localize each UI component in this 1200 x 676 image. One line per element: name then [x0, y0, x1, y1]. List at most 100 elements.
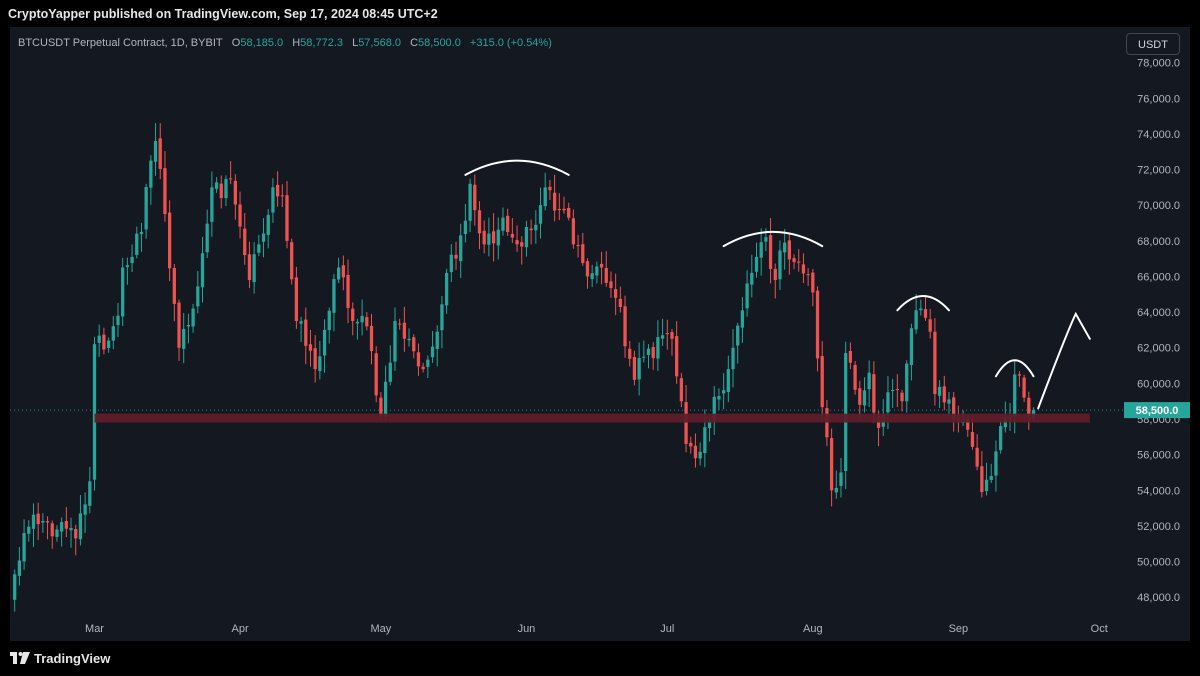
candle-body	[444, 272, 449, 306]
candle-body	[379, 397, 383, 416]
candle-body	[280, 195, 284, 197]
candle-body	[947, 399, 951, 404]
candle-body	[92, 344, 97, 480]
candle-body	[928, 319, 932, 332]
candle-body	[214, 182, 219, 189]
y-tick-label: 54,000.0	[1137, 485, 1180, 497]
candle-body	[233, 180, 237, 205]
candle-body	[243, 228, 247, 256]
candle-body	[182, 328, 186, 349]
candle-body	[867, 372, 871, 390]
candle-body	[891, 390, 895, 392]
candle-body	[454, 254, 458, 259]
candle-body	[196, 286, 200, 307]
candle-body	[416, 352, 421, 367]
candle-body	[797, 261, 801, 263]
y-tick-label: 76,000.0	[1137, 93, 1180, 105]
candle-body	[952, 397, 956, 420]
candle-body	[914, 310, 918, 330]
candle-body	[745, 283, 749, 309]
candle-body	[707, 422, 712, 429]
candle-body	[642, 356, 646, 358]
candle-body	[121, 267, 125, 317]
candle-body	[717, 396, 721, 400]
tradingview-brand: TradingView	[34, 651, 111, 666]
candle-body	[97, 335, 101, 343]
y-tick-label: 78,000.0	[1137, 58, 1180, 70]
candle-body	[487, 233, 491, 245]
candle-body	[1017, 374, 1022, 376]
projection-arrow	[1037, 311, 1091, 410]
candle-body	[402, 322, 407, 339]
candle-body	[567, 207, 571, 218]
candle-body	[17, 560, 22, 576]
candle-body	[205, 223, 209, 253]
chart-panel	[10, 27, 1190, 641]
candle-body	[496, 229, 500, 246]
candle-body	[88, 481, 92, 506]
candle-body	[768, 235, 773, 269]
y-tick-label: 50,000.0	[1137, 557, 1180, 569]
candle-body	[839, 472, 843, 486]
candle-body	[1013, 374, 1017, 417]
candle-body	[524, 227, 529, 248]
candle-body	[905, 363, 909, 402]
candle-body	[261, 233, 266, 242]
candle-body	[801, 264, 806, 274]
candle-body	[308, 344, 313, 351]
candle-body	[229, 178, 233, 180]
candle-body	[313, 348, 317, 370]
candle-body	[440, 304, 444, 331]
candle-body	[660, 335, 665, 339]
candle-body	[398, 323, 402, 325]
candle-body	[139, 231, 144, 235]
candle-body	[383, 381, 388, 417]
candle-body	[646, 348, 651, 355]
peak-arc-september	[994, 359, 1035, 378]
candle-body	[886, 392, 890, 413]
x-tick-label: Jun	[518, 623, 536, 635]
candle-body	[60, 522, 64, 532]
x-tick-label: Mar	[85, 623, 104, 635]
high-label: H	[292, 37, 301, 49]
candle-body	[609, 281, 613, 289]
candle-body	[806, 274, 810, 276]
currency-button[interactable]: USDT	[1126, 33, 1180, 55]
candle-body	[792, 258, 796, 263]
candle-body	[224, 179, 228, 199]
candle-body	[820, 356, 824, 408]
candle-body	[36, 513, 40, 525]
candle-body	[252, 254, 256, 283]
candle-body	[736, 325, 740, 346]
candle-body	[125, 265, 130, 268]
candle-body	[510, 233, 514, 238]
candle-body	[74, 528, 78, 539]
candle-body	[872, 374, 876, 413]
candle-body	[923, 309, 928, 318]
candle-body	[369, 325, 374, 352]
candle-body	[200, 253, 205, 288]
candle-body	[468, 183, 472, 221]
candle-body	[590, 273, 594, 279]
x-tick-label: May	[371, 623, 392, 635]
candle-body	[750, 272, 754, 285]
candle-body	[257, 244, 261, 253]
candle-body	[670, 332, 674, 339]
candle-body	[520, 242, 524, 247]
candle-body	[783, 242, 787, 253]
candle-body	[275, 184, 280, 197]
candle-body	[844, 353, 848, 471]
candle-body	[135, 233, 139, 255]
candle-body	[116, 315, 120, 326]
candle-body	[374, 353, 378, 396]
open-value: 58,185.0	[240, 37, 284, 49]
candle-body	[632, 356, 637, 380]
candle-body	[994, 451, 998, 476]
candle-body	[538, 205, 543, 224]
footer-bar	[0, 641, 1200, 676]
candle-body	[266, 214, 270, 235]
candle-body	[388, 362, 392, 382]
candle-body	[111, 326, 115, 341]
candle-body	[764, 237, 768, 242]
